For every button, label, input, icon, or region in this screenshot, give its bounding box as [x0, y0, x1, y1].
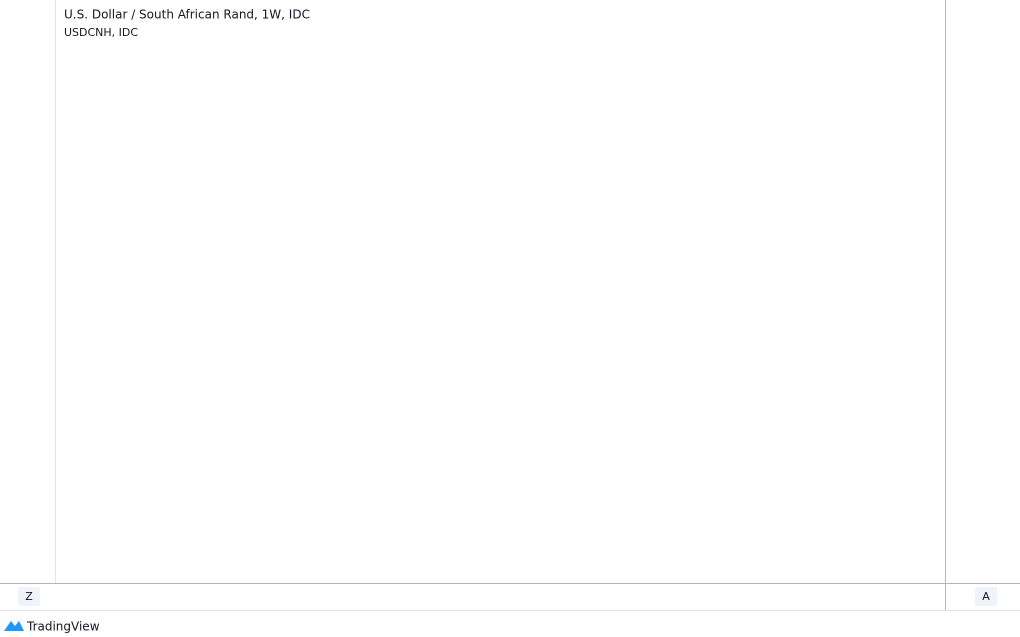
brand-name[interactable]: TradingView	[26, 620, 100, 634]
right-button[interactable]	[975, 587, 997, 606]
right-button-label[interactable]: A	[982, 590, 990, 603]
left-button[interactable]	[18, 587, 40, 606]
chart-subtitle: USDCNH, IDC	[64, 26, 138, 39]
left-button-label[interactable]: Z	[25, 590, 33, 603]
brand-logo[interactable]	[4, 621, 24, 631]
chart-title: U.S. Dollar / South African Rand, 1W, ID…	[64, 8, 310, 22]
